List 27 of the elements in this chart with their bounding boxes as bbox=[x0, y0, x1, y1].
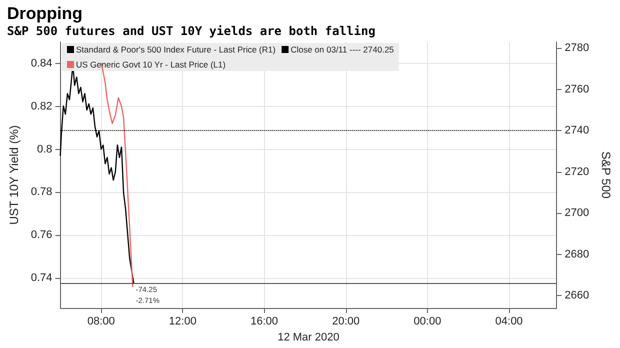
y-tick-label: 0.84 bbox=[30, 57, 52, 70]
y2-tick-label: 2720 bbox=[564, 166, 590, 178]
x-tick-label: 00:00 bbox=[414, 316, 442, 328]
legend-label: US Generic Govt 10 Yr - Last Price (L1) bbox=[76, 60, 226, 70]
y-tick-label: 0.78 bbox=[30, 186, 52, 198]
y2-tick-label: 2780 bbox=[564, 42, 590, 54]
chart-subtitle: S&P 500 futures and UST 10Y yields are both falling bbox=[7, 24, 376, 38]
y2-tick-label: 2760 bbox=[564, 83, 590, 96]
y2-tick-label: 2660 bbox=[564, 290, 590, 302]
x-axis-title: 12 Mar 2020 bbox=[278, 331, 340, 344]
legend-label: Standard & Poor's 500 Index Future - Last Price (R1) bbox=[76, 44, 276, 54]
y2-tick-label: 2700 bbox=[564, 207, 590, 220]
x-tick-label: 16:00 bbox=[250, 316, 278, 328]
y-axis-title: UST 10Y Yield (%) bbox=[7, 125, 21, 225]
x-tick-label: 08:00 bbox=[87, 316, 115, 328]
y-tick-label: 0.76 bbox=[30, 229, 52, 242]
legend-label: Close on 03/11 ---- 2740.25 bbox=[290, 44, 394, 54]
y2-tick-label: 2740 bbox=[564, 124, 590, 137]
x-tick-label: 20:00 bbox=[332, 316, 360, 328]
y-tick-label: 0.74 bbox=[30, 272, 52, 284]
y-tick-label: 0.82 bbox=[30, 100, 52, 112]
x-tick-label: 12:00 bbox=[168, 316, 196, 328]
y-tick-label: 0.8 bbox=[37, 143, 52, 156]
y2-tick-label: 2680 bbox=[564, 248, 590, 260]
chart-title: Dropping bbox=[7, 4, 83, 23]
y2-axis-title: S&P 500 bbox=[599, 151, 613, 199]
x-tick-label: 04:00 bbox=[495, 316, 523, 328]
